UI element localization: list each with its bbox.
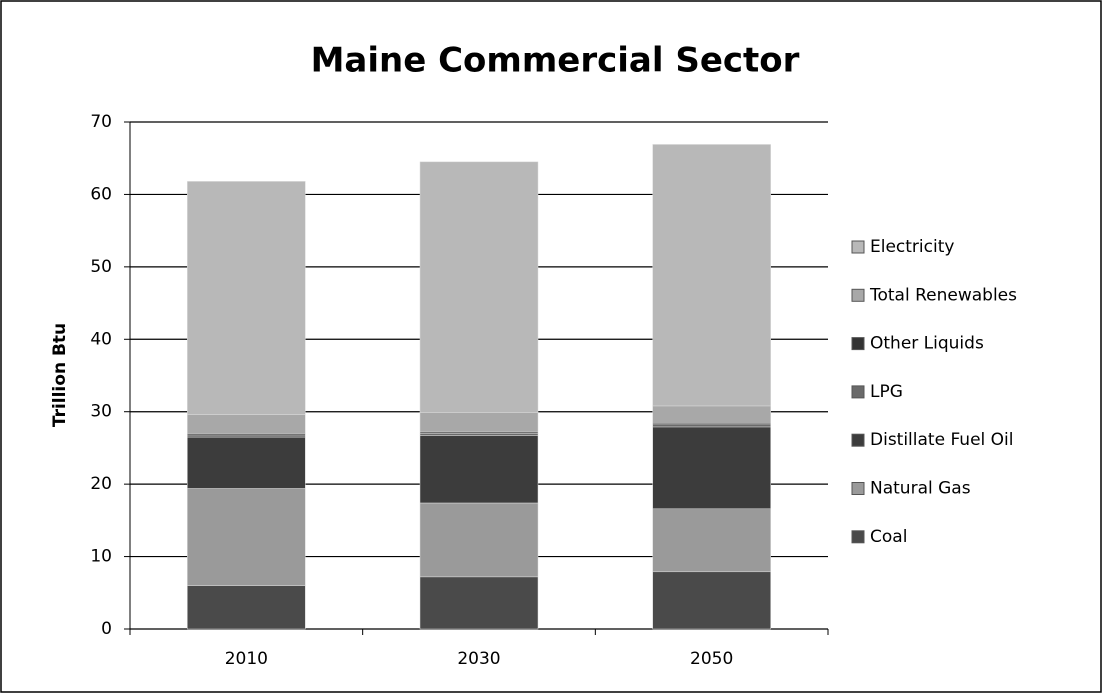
bar-segment (187, 181, 306, 415)
x-tick-label: 2030 (457, 649, 500, 669)
bar-segment (419, 433, 539, 436)
legend-swatch (851, 337, 865, 351)
bar-segment (187, 488, 306, 586)
legend-label: Total Renewables (869, 285, 1017, 305)
legend-label: Natural Gas (870, 479, 971, 499)
legend-label: Other Liquids (870, 334, 984, 354)
x-tick-label: 2010 (225, 649, 268, 669)
bar-segment (652, 144, 771, 407)
legend-label: LPG (870, 382, 903, 402)
y-tick-label: 70 (90, 112, 112, 132)
y-tick-label: 20 (90, 474, 112, 494)
legend-label: Coal (870, 527, 907, 547)
legend-swatch (851, 530, 865, 544)
bar-segment (419, 412, 539, 433)
y-tick-label: 30 (90, 402, 112, 422)
bar-segment (419, 435, 539, 504)
bar-segment (652, 405, 771, 424)
y-axis-label: Trillion Btu (50, 323, 70, 427)
bar-segment (652, 508, 771, 573)
bar-segment (187, 414, 306, 434)
bar-segment (419, 576, 539, 630)
legend-swatch (851, 433, 865, 447)
bar-segment (419, 502, 539, 578)
bar-segment (652, 424, 771, 428)
legend-swatch (851, 385, 865, 399)
bar-segment (652, 426, 771, 510)
legend-label: Electricity (870, 237, 954, 257)
bar-segment (187, 436, 306, 489)
x-tick-label: 2050 (690, 649, 733, 669)
legend-swatch (851, 482, 865, 495)
bar-segment (187, 585, 306, 630)
y-tick-label: 10 (90, 547, 112, 567)
y-tick-label: 60 (90, 184, 112, 204)
legend-label: Distillate Fuel Oil (870, 430, 1014, 450)
chart-title: Maine Commercial Sector (311, 41, 800, 81)
bar-segment (419, 161, 539, 413)
legend-swatch (851, 288, 865, 302)
bar-segment (652, 571, 771, 630)
y-tick-label: 40 (90, 329, 112, 349)
bar-segment (187, 434, 306, 438)
y-tick-label: 50 (90, 257, 112, 277)
legend-swatch (851, 240, 865, 254)
y-tick-label: 0 (101, 619, 112, 639)
